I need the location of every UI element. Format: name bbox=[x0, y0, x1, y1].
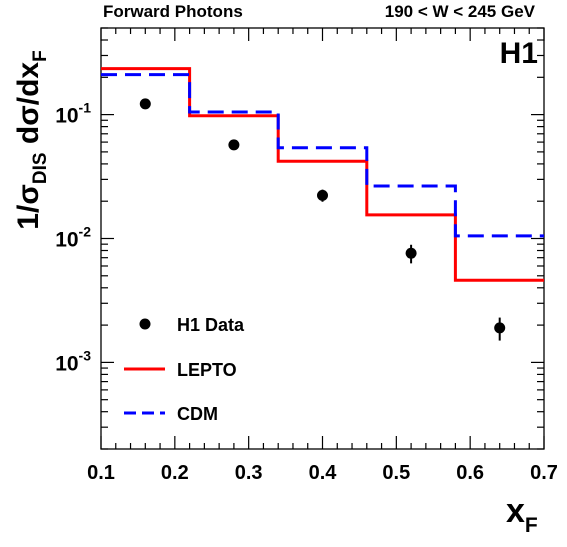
y-axis-label-part1: 1/σ bbox=[12, 184, 45, 230]
data-point bbox=[494, 322, 506, 334]
y-tick-exponent: -1 bbox=[79, 100, 92, 116]
plot-frame bbox=[100, 27, 545, 450]
series-layer bbox=[101, 67, 544, 341]
y-tick-label: 10-3 bbox=[55, 347, 91, 375]
data-point bbox=[228, 139, 240, 151]
y-axis-label-sub2: F bbox=[30, 50, 51, 62]
legend-label: CDM bbox=[177, 404, 218, 424]
y-axis-label-sub1: DIS bbox=[30, 152, 51, 184]
y-tick-base: 10 bbox=[55, 352, 78, 375]
y-tick-label: 10-1 bbox=[55, 100, 91, 128]
experiment-label: H1 bbox=[500, 37, 538, 70]
chart-title-right: 190 < W < 245 GeV bbox=[385, 2, 536, 21]
x-axis-label-sub: F bbox=[525, 514, 538, 537]
legend-marker-points bbox=[139, 318, 151, 330]
series-lepto-line bbox=[101, 67, 544, 282]
legend-label: H1 Data bbox=[177, 315, 245, 335]
y-tick-label: 10-2 bbox=[55, 224, 91, 252]
x-axis-label: xF bbox=[506, 492, 538, 537]
data-point bbox=[139, 98, 151, 110]
y-axis-label: 1/σDIS dσ/dxF bbox=[12, 50, 51, 229]
x-tick-label: 0.2 bbox=[161, 462, 189, 484]
legend: H1 Data LEPTO CDM bbox=[124, 315, 245, 424]
y-tick-base: 10 bbox=[55, 229, 78, 252]
x-tick-label: 0.3 bbox=[235, 462, 263, 484]
y-tick-exponent: -2 bbox=[79, 224, 92, 240]
x-axis-label-main: x bbox=[506, 492, 525, 530]
y-axis-label-part2: dσ/dx bbox=[12, 62, 45, 153]
x-tick-label: 0.6 bbox=[456, 462, 484, 484]
y-tick-exponent: -3 bbox=[79, 347, 92, 363]
x-tick-label: 0.4 bbox=[309, 462, 338, 484]
data-point bbox=[317, 189, 328, 201]
data-point bbox=[405, 247, 417, 259]
axes: 0.1 0.2 0.3 0.4 0.5 0.6 0.710-110-210-3 bbox=[55, 27, 558, 484]
chart-title-left: Forward Photons bbox=[103, 2, 243, 21]
y-tick-base: 10 bbox=[55, 105, 78, 128]
x-tick-label: 0.1 bbox=[87, 462, 115, 484]
x-tick-label: 0.7 bbox=[530, 462, 558, 484]
series-cdm-line bbox=[101, 73, 544, 238]
x-tick-label: 0.5 bbox=[382, 462, 410, 484]
legend-label: LEPTO bbox=[177, 360, 237, 380]
